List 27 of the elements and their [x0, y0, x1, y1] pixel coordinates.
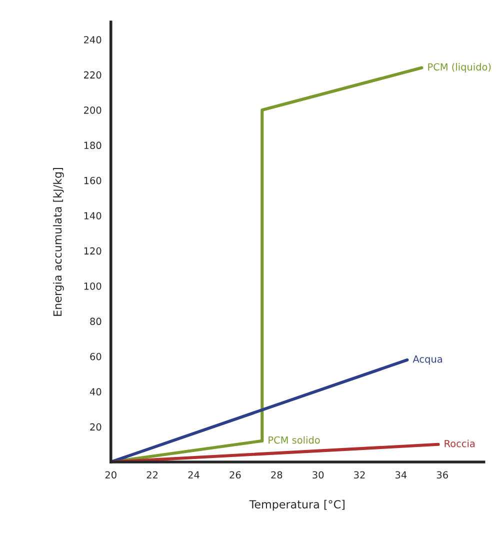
x-tick-label: 24 [188, 471, 200, 478]
y-axis-title: Energia accumulata [kJ/kg] [53, 168, 64, 316]
y-tick-label: 120 [84, 247, 102, 255]
x-tick-label: 20 [105, 471, 116, 479]
y-tick-label: 240 [84, 36, 102, 44]
y-tick-label: 180 [84, 142, 102, 150]
y-tick-label: 20 [90, 423, 102, 431]
series-label: Roccia [444, 440, 475, 448]
x-tick-label: 34 [396, 471, 407, 479]
x-tick-label: 26 [230, 471, 241, 479]
x-tick-label: 36 [436, 471, 448, 479]
x-axis-title: Temperatura [°C] [249, 500, 344, 511]
x-tick-label: 28 [271, 471, 282, 479]
y-tick-label: 140 [84, 212, 102, 220]
y-tick-label: 80 [90, 318, 102, 326]
x-tick-label: 30 [312, 471, 324, 479]
y-tick-label: 200 [84, 106, 102, 114]
series-label: PCM (liquido) [428, 63, 491, 72]
series-label: PCM solido [268, 436, 320, 444]
y-tick-label: 220 [84, 71, 102, 79]
x-tick-label: 22 [146, 471, 158, 478]
series-label: Acqua [412, 356, 442, 365]
x-tick-label: 32 [354, 471, 365, 479]
y-tick-label: 100 [84, 282, 102, 290]
y-tick-label: 160 [84, 176, 102, 184]
y-tick-label: 60 [90, 352, 102, 360]
y-tick-label: 40 [90, 388, 102, 396]
